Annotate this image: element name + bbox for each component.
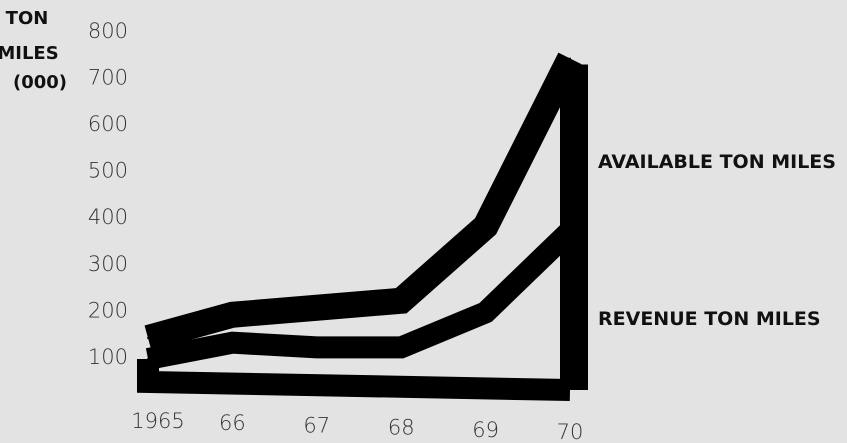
y-tick-label: 300	[88, 252, 128, 276]
series-label: REVENUE TON MILES	[598, 308, 821, 330]
data-point	[315, 346, 318, 349]
y-tick-label: 100	[88, 345, 128, 369]
y-axis-label-line-3: (000)	[13, 72, 67, 93]
series-labels: AVAILABLE TON MILES REVENUE TON MILES	[598, 151, 836, 330]
data-point	[315, 306, 318, 309]
y-tick-label: 500	[88, 159, 128, 183]
y-axis-label-line-1: TON	[6, 8, 49, 29]
data-point	[400, 346, 403, 349]
x-tick-label: 70	[557, 420, 584, 443]
data-point	[231, 341, 234, 344]
x-tick-label: 67	[303, 413, 330, 437]
data-point	[231, 313, 234, 316]
x-tick-label: 69	[472, 418, 499, 442]
y-axis-ticks: 100 200 300 400 500 600 700 800	[88, 19, 128, 369]
data-point	[147, 358, 149, 361]
chart-bands	[137, 52, 588, 401]
x-axis-ticks: 1965 66 67 68 69 70	[131, 409, 583, 443]
series-band-available-ton-miles	[144, 52, 582, 351]
x-tick-label: 1965	[131, 409, 184, 433]
data-point	[569, 57, 571, 60]
y-tick-label: 700	[88, 65, 128, 89]
y-axis-label-line-2: MILES	[0, 43, 59, 64]
data-point	[484, 225, 487, 228]
y-tick-label: 800	[88, 19, 128, 43]
base-band	[137, 359, 571, 401]
data-point	[147, 337, 149, 340]
y-tick-label: 200	[88, 298, 128, 322]
series-band-revenue-ton-miles	[145, 222, 578, 370]
data-point	[484, 311, 487, 314]
data-point	[569, 229, 571, 232]
x-tick-label: 68	[388, 416, 415, 440]
y-tick-label: 400	[88, 205, 128, 229]
series-label: AVAILABLE TON MILES	[598, 151, 836, 173]
data-point	[400, 299, 403, 302]
x-tick-label: 66	[219, 411, 246, 435]
y-tick-label: 600	[88, 112, 128, 136]
